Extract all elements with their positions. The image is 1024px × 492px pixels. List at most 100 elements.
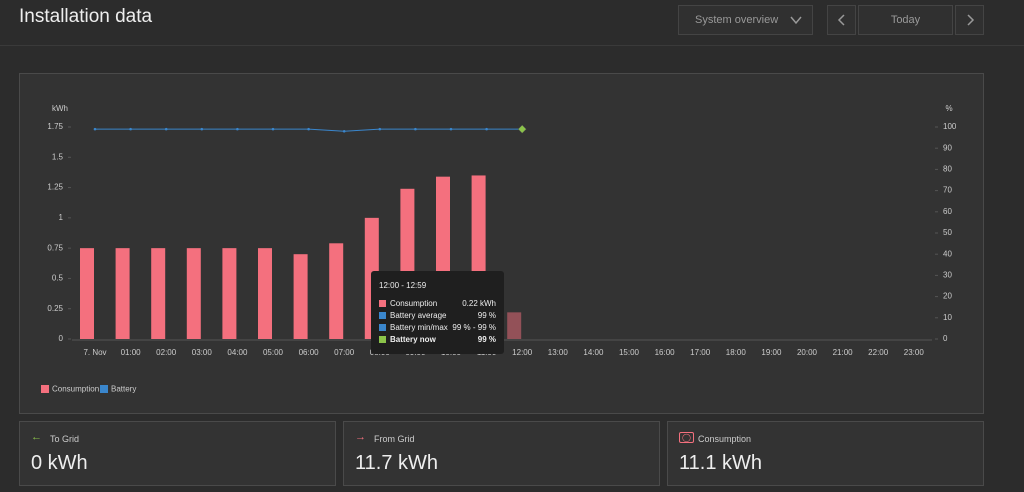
- x-tick-label: 22:00: [868, 348, 889, 357]
- x-tick-label: 13:00: [548, 348, 569, 357]
- card-label: Consumption: [698, 434, 752, 444]
- summary-card: ◯ Consumption 11.1 kWh: [667, 421, 984, 486]
- page-title: Installation data: [19, 6, 153, 27]
- y2-tick-label: 100: [943, 122, 957, 131]
- tooltip-row: Consumption 0.22 kWh: [379, 297, 496, 309]
- card-label: To Grid: [50, 434, 80, 444]
- x-tick-label: 12:00: [512, 348, 533, 357]
- tooltip-swatch: [379, 311, 386, 319]
- y-tick-label: 1.25: [47, 183, 63, 192]
- bar: [329, 243, 344, 339]
- tooltip-label: Battery min/max: [390, 322, 448, 332]
- battery-point: [236, 127, 239, 131]
- tooltip-value: 99 %: [477, 310, 496, 320]
- bar: [507, 312, 522, 339]
- x-tick-label: 18:00: [726, 348, 747, 357]
- x-tick-label: 05:00: [263, 348, 284, 357]
- y2-tick-label: 40: [943, 249, 952, 258]
- card-icon: ←: [31, 431, 42, 443]
- card-value: 11.7 kWh: [355, 452, 438, 474]
- bar: [186, 248, 201, 339]
- y-tick-label: 0.75: [47, 243, 63, 252]
- x-tick-label: 07:00: [334, 348, 355, 357]
- y2-tick-label: 0: [943, 334, 948, 343]
- x-tick-label: 02:00: [156, 348, 177, 357]
- bar: [115, 248, 130, 339]
- y-tick-label: 0: [59, 334, 64, 343]
- prev-button[interactable]: [827, 5, 856, 35]
- bar: [222, 248, 237, 339]
- tooltip-label: Battery average: [390, 310, 447, 320]
- chart-panel: [19, 73, 984, 414]
- tooltip-swatch: [379, 335, 386, 343]
- x-tick-label: 23:00: [904, 348, 925, 357]
- tooltip-swatch: [379, 323, 386, 331]
- divider: [0, 45, 1024, 46]
- x-tick-label: 19:00: [761, 348, 782, 357]
- tooltip-label: Consumption: [390, 298, 438, 308]
- tooltip-title: 12:00 - 12:59: [379, 281, 427, 290]
- battery-point: [485, 127, 488, 131]
- y-tick-label: 0.5: [52, 274, 64, 283]
- y-tick-label: 1.5: [52, 152, 64, 161]
- battery-point: [129, 127, 132, 131]
- summary-card: ← To Grid 0 kWh: [19, 421, 336, 486]
- x-tick-label: 06:00: [299, 348, 320, 357]
- card-label: From Grid: [374, 434, 415, 444]
- y2-tick-label: 20: [943, 292, 952, 301]
- chart: kWh % 0 0.25 0.5 0.75 1 1.25 1.5 1.75 0 10 20 30 40 5…: [41, 104, 957, 394]
- y2-tick-label: 30: [943, 271, 952, 280]
- date-label: Today: [890, 14, 921, 26]
- card-icon: →: [355, 431, 366, 443]
- bar: [258, 248, 272, 339]
- y2-tick-label: 80: [943, 165, 952, 174]
- tooltip-row: Battery min/max 99 % - 99 %: [379, 321, 496, 333]
- bar: [151, 248, 166, 339]
- y-tick-label: 1.75: [47, 122, 63, 131]
- tooltip-swatch: [379, 299, 386, 307]
- tooltip-label: Battery now: [390, 334, 436, 344]
- battery-point: [307, 127, 310, 131]
- battery-point: [378, 127, 382, 131]
- bar: [80, 248, 94, 339]
- tooltip: 12:00 - 12:59 Consumption 0.22 kWh Battery…: [371, 271, 504, 354]
- battery-point: [200, 127, 204, 131]
- x-tick-label: 04:00: [227, 348, 248, 357]
- x-tick-label: 16:00: [655, 348, 676, 357]
- chevron-down: [790, 16, 802, 25]
- summary-card: → From Grid 11.7 kWh: [343, 421, 660, 486]
- battery-point: [449, 127, 453, 131]
- view-select-label: System overview: [695, 14, 779, 26]
- y2-tick-label: 50: [943, 228, 952, 237]
- tooltip-value: 99 %: [477, 334, 496, 344]
- x-tick-label: 7. Nov: [83, 348, 106, 357]
- bar: [293, 254, 308, 339]
- x-tick-label: 21:00: [833, 348, 854, 357]
- battery-point: [271, 127, 275, 131]
- y-tick-label: 0.25: [47, 304, 63, 313]
- y2-tick-label: 70: [943, 186, 952, 195]
- tooltip-value: 0.22 kWh: [462, 298, 496, 308]
- battery-point: [164, 127, 168, 131]
- x-tick-label: 20:00: [797, 348, 818, 357]
- legend-label: Consumption: [52, 385, 99, 394]
- x-tick-label: 17:00: [690, 348, 711, 357]
- y2-axis-label: %: [945, 104, 952, 113]
- battery-point: [342, 129, 346, 133]
- legend-swatch: [41, 385, 49, 393]
- view-select[interactable]: System overview: [678, 5, 813, 35]
- x-tick-label: 03:00: [192, 348, 213, 357]
- x-tick-label: 01:00: [121, 348, 142, 357]
- y2-tick-label: 90: [943, 143, 952, 152]
- legend-swatch: [100, 385, 108, 393]
- y-tick-label: 1: [59, 213, 64, 222]
- card-value: 0 kWh: [31, 452, 88, 474]
- card-icon: ◯: [679, 431, 694, 443]
- x-tick-label: 15:00: [619, 348, 640, 357]
- next-button[interactable]: [955, 5, 984, 35]
- tooltip-row: Battery now 99 %: [379, 333, 496, 345]
- x-tick-label: 14:00: [583, 348, 604, 357]
- date-button[interactable]: Today: [858, 5, 953, 35]
- tooltip-row: Battery average 99 %: [379, 309, 496, 321]
